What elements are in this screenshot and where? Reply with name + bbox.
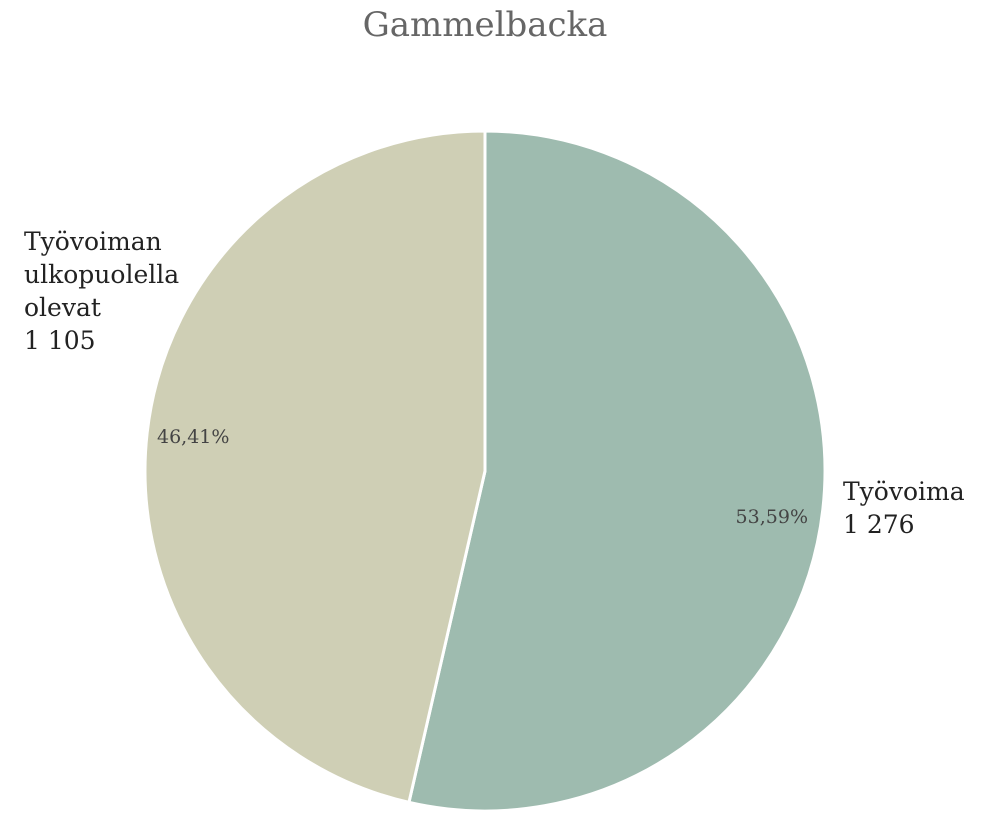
- pie-category-label-tyovoima: Työvoima 1 276: [843, 477, 965, 539]
- slice-name-line: olevat: [24, 293, 101, 322]
- slice-value-label: 1 276: [843, 510, 915, 539]
- pie-percent-label: 46,41%: [157, 426, 229, 448]
- pie-percent-label: 53,59%: [736, 506, 808, 528]
- pie-slice-tyovoima: [407, 129, 827, 813]
- chart-title: Gammelbacka: [363, 5, 608, 45]
- pie-slices: [143, 129, 827, 813]
- slice-name-line: Työvoiman: [24, 227, 162, 256]
- pie-category-label-tyovoiman-ulkopuolella-olevat: Työvoiman ulkopuolella olevat 1 105: [24, 227, 179, 355]
- slice-value-label: 1 105: [24, 326, 96, 355]
- slice-name-line: Työvoima: [843, 477, 965, 506]
- pie-labels: 53,59% Työvoima 1 276 46,41% Työvoiman ulkopu…: [24, 227, 965, 539]
- slice-name-line: ulkopuolella: [24, 260, 179, 289]
- pie-slice-tyovoiman-ulkopuolella-olevat: [143, 129, 487, 804]
